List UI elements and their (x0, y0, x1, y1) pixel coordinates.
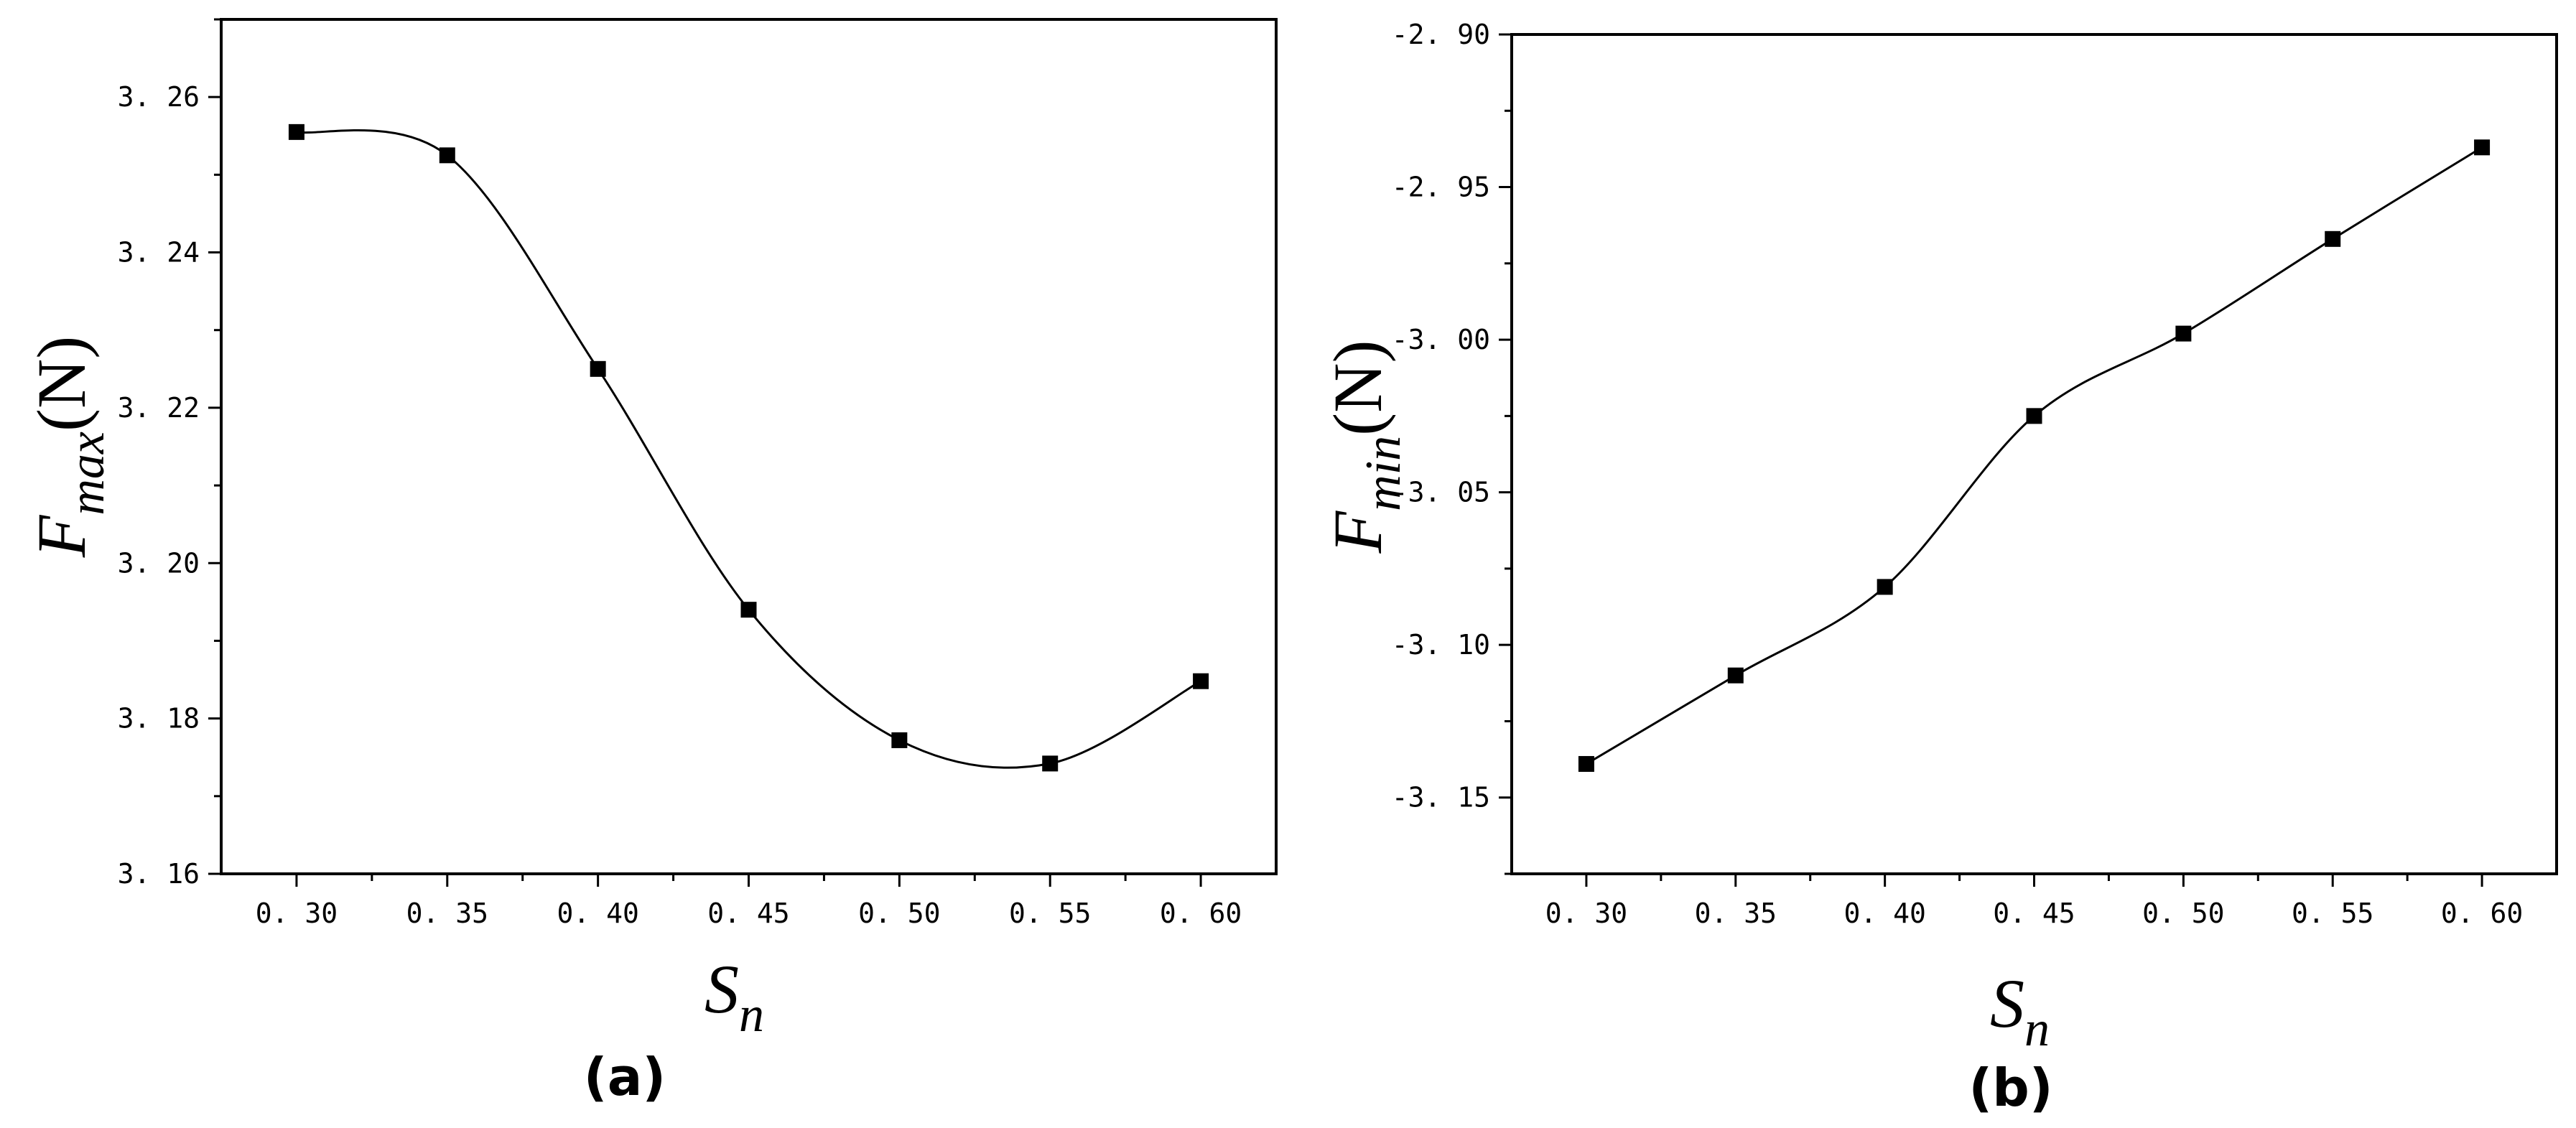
y-tick-label: -3. 05 (1392, 477, 1490, 508)
x-tick-label: 0. 60 (2441, 898, 2523, 929)
y-axis-title: Fmax(N) (23, 336, 115, 559)
x-tick-label: 0. 60 (1160, 898, 1242, 929)
y-tick-label: 3. 18 (118, 703, 200, 735)
data-point (288, 123, 304, 140)
x-axis-title-sub: n (2024, 1002, 2050, 1057)
plot-frame (1510, 33, 2558, 875)
y-tick-label: -3. 10 (1392, 629, 1490, 661)
y-tick-label: -2. 90 (1392, 19, 1490, 50)
y-tick-label: 3. 20 (118, 547, 200, 579)
y-axis-title-sub: min (1356, 436, 1411, 511)
x-tick-label: 0. 40 (557, 898, 638, 929)
x-tick-label: 0. 55 (1009, 898, 1091, 929)
data-point (891, 732, 908, 748)
x-axis-title: Sn (705, 951, 764, 1043)
panel-label: (a) (584, 1047, 666, 1107)
y-tick-label: -2. 95 (1392, 172, 1490, 203)
data-point (2175, 325, 2192, 342)
data-point (1042, 755, 1059, 772)
series-line (1586, 146, 2483, 765)
x-tick-label: 0. 45 (1993, 898, 2075, 929)
data-point (1578, 755, 1594, 772)
data-point (1193, 673, 1209, 689)
x-axis-title-main: S (1990, 965, 2024, 1042)
data-point (2474, 139, 2491, 156)
x-axis-title-main: S (705, 951, 739, 1027)
plot-frame (220, 18, 1278, 875)
y-axis-title-main: F (1319, 510, 1396, 554)
series-line (296, 129, 1201, 769)
x-tick-label: 0. 30 (256, 898, 338, 929)
data-point (1877, 579, 1893, 595)
y-tick-label: 3. 26 (118, 81, 200, 113)
data-point (439, 147, 455, 164)
panel-label: (b) (1968, 1058, 2052, 1118)
x-tick-label: 0. 30 (1545, 898, 1627, 929)
x-axis-title: Sn (1990, 965, 2050, 1057)
y-tick-label: 3. 22 (118, 392, 200, 424)
y-axis-title-main: F (23, 514, 100, 558)
panel-b: 0. 30 0. 35 0. 40 0. 45 0. 50 0. 55 0. 60 -3. 1… (1319, 19, 2558, 1118)
x-tick-label: 0. 50 (2142, 898, 2224, 929)
x-tick-label: 0. 50 (858, 898, 940, 929)
x-tick-label: 0. 55 (2292, 898, 2373, 929)
data-point (2026, 408, 2042, 424)
y-tick-label: 3. 24 (118, 237, 200, 269)
x-tick-label: 0. 35 (406, 898, 488, 929)
y-tick-label: -3. 15 (1392, 782, 1490, 814)
data-point (740, 602, 757, 618)
y-axis-title-unit: (N) (1319, 340, 1396, 436)
panel-a: 0. 30 0. 35 0. 40 0. 45 0. 50 0. 55 0. 60 3. 16… (23, 18, 1278, 1107)
data-point (1727, 667, 1744, 684)
x-axis-title-sub: n (739, 987, 764, 1043)
y-tick-label: -3. 00 (1392, 324, 1490, 355)
data-point (590, 360, 606, 377)
data-point (2325, 230, 2341, 247)
x-tick-label: 0. 45 (707, 898, 789, 929)
y-axis-title-unit: (N) (23, 336, 100, 432)
y-tick-label: 3. 16 (118, 858, 200, 890)
y-axis-title-sub: max (60, 432, 115, 516)
x-tick-label: 0. 40 (1843, 898, 1925, 929)
y-axis-title: Fmin(N) (1319, 340, 1411, 554)
x-tick-label: 0. 35 (1695, 898, 1777, 929)
